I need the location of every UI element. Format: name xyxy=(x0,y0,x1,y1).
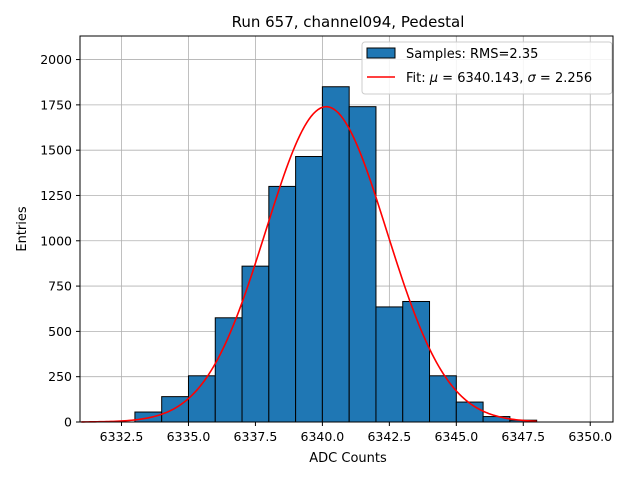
chart-title: Run 657, channel094, Pedestal xyxy=(232,13,465,31)
legend-histogram-label: Samples: RMS=2.35 xyxy=(406,47,538,62)
y-tick-label: 2000 xyxy=(40,52,72,67)
y-tick-label: 0 xyxy=(64,415,72,430)
histogram-bar xyxy=(134,411,163,423)
y-axis-label: Entries xyxy=(15,206,30,252)
histogram-bar xyxy=(161,396,189,423)
legend-histogram-swatch xyxy=(366,47,396,59)
legend: Samples: RMS=2.35 Fit: μ = 6340.143, σ =… xyxy=(361,41,613,95)
histogram-bar xyxy=(455,401,484,423)
y-tick-label: 1000 xyxy=(40,233,72,248)
y-tick-label: 250 xyxy=(48,369,72,384)
x-tick-label: 6350.0 xyxy=(568,429,612,444)
x-axis-ticks: 6332.5 6335.0 6337.5 6340.0 6342.5 6345.0 6347… xyxy=(100,422,612,444)
y-tick-label: 750 xyxy=(48,279,72,294)
x-tick-label: 6337.5 xyxy=(234,429,278,444)
y-tick-label: 1500 xyxy=(40,143,72,158)
x-tick-label: 6345.0 xyxy=(434,429,478,444)
fit-curve xyxy=(81,105,537,423)
y-tick-label: 1750 xyxy=(40,97,72,112)
histogram-bar xyxy=(268,185,297,423)
y-axis-ticks: 0 250 500 750 1000 1250 1500 1750 2000 xyxy=(40,52,80,430)
histogram-bar xyxy=(482,416,511,423)
legend-box xyxy=(361,41,613,95)
x-tick-label: 6342.5 xyxy=(367,429,411,444)
histogram-bar xyxy=(187,375,216,423)
legend-fit-label: Fit: μ = 6340.143, σ = 2.256 xyxy=(406,71,592,86)
x-tick-label: 6335.0 xyxy=(167,429,211,444)
histogram-bar xyxy=(429,375,457,423)
x-tick-label: 6347.5 xyxy=(501,429,545,444)
x-axis-label: ADC Counts xyxy=(309,451,387,466)
x-tick-label: 6340.0 xyxy=(301,429,345,444)
histogram-bar xyxy=(348,106,377,423)
y-tick-label: 500 xyxy=(48,324,72,339)
plot-frame xyxy=(79,35,614,423)
histogram-bar xyxy=(295,156,323,423)
y-tick-label: 1250 xyxy=(40,188,72,203)
histogram-bar xyxy=(214,317,243,423)
fit-curve-layer xyxy=(81,105,537,423)
x-tick-label: 6332.5 xyxy=(100,429,144,444)
histogram-bar xyxy=(321,86,350,423)
histogram-bar xyxy=(375,306,404,423)
